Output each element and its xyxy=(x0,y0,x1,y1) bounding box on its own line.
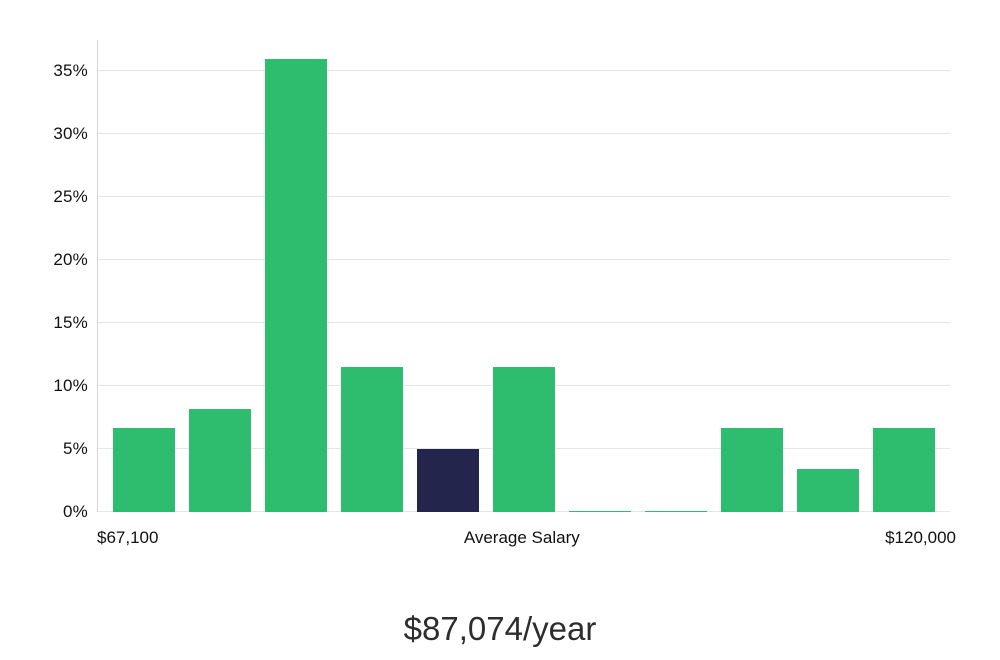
gridline xyxy=(98,70,950,72)
bar xyxy=(645,510,707,512)
bar xyxy=(493,367,555,512)
bar xyxy=(113,427,175,512)
y-tick-label: 25% xyxy=(53,187,88,207)
gridline xyxy=(98,259,950,261)
x-label-max-salary: $120,000 xyxy=(885,528,956,547)
y-tick-label: 5% xyxy=(63,439,88,459)
gridline xyxy=(98,133,950,135)
gridline xyxy=(98,196,950,198)
bar xyxy=(873,427,935,512)
y-tick-label: 35% xyxy=(53,61,88,81)
x-label-average-salary: Average Salary xyxy=(463,528,580,547)
bar xyxy=(189,408,251,512)
bar xyxy=(265,58,327,512)
average-salary-title: $87,074/year xyxy=(403,610,597,647)
x-axis-labels: $67,100 Average Salary $120,000 xyxy=(97,528,956,548)
y-tick-label: 10% xyxy=(53,376,88,396)
gridline xyxy=(98,322,950,324)
y-tick-label: 20% xyxy=(53,250,88,270)
chart-area xyxy=(97,40,950,512)
y-tick-label: 15% xyxy=(53,313,88,333)
bar-highlight-average xyxy=(417,449,479,512)
plot-area xyxy=(98,40,950,512)
y-axis-labels: 0% 5% 10% 15% 20% 25% 30% 35% xyxy=(0,40,88,521)
bar xyxy=(341,367,403,512)
x-label-min-salary: $67,100 xyxy=(97,528,159,547)
bar xyxy=(569,510,631,512)
y-tick-label: 0% xyxy=(63,502,88,521)
bar xyxy=(797,469,859,512)
bar xyxy=(721,427,783,512)
y-tick-label: 30% xyxy=(53,124,88,144)
